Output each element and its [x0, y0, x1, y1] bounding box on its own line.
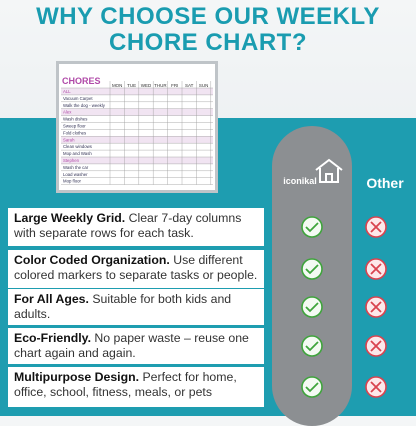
title-line: WHY CHOOSE OUR WEEKLY	[36, 3, 380, 30]
chore-label: Wash dishes	[63, 117, 87, 122]
day-label: SUN	[199, 83, 209, 88]
feature-lead: Multipurpose Design.	[14, 370, 140, 384]
chore-label: Mop and Wash	[63, 151, 92, 156]
check-icon	[301, 335, 323, 357]
feature-lead: Eco-Friendly.	[14, 331, 91, 345]
cross-mark	[370, 263, 382, 275]
board	[59, 64, 215, 190]
day-label: MON	[112, 83, 123, 88]
day-label: WED	[141, 83, 152, 88]
check-icon	[301, 258, 323, 280]
chore-label: Load washer	[63, 172, 88, 177]
check-icon	[301, 376, 323, 398]
check-mark	[305, 382, 319, 393]
brand-name: iconikal	[283, 176, 317, 186]
chore-label: Vacuum Carpet	[63, 96, 93, 101]
title: WHY CHOOSE OUR WEEKLY CHORE CHART?	[0, 4, 416, 56]
house-logo	[315, 158, 343, 183]
chore-label: Fold clothes	[63, 130, 86, 135]
feature-lead: Color Coded Organization.	[14, 253, 170, 267]
check-mark	[305, 264, 319, 275]
feature: Eco-Friendly. No paper waste – reuse one…	[8, 328, 264, 364]
title-line: CHORE CHART?	[109, 29, 307, 56]
chore-label: Wash the car	[63, 165, 89, 170]
chore-label: Sweep floor	[63, 124, 86, 129]
day-label: TUE	[127, 83, 136, 88]
feature-text: Suitable for both kids and adults.	[14, 292, 232, 321]
feature-lead: For All Ages.	[14, 292, 89, 306]
section-bar	[61, 157, 213, 164]
feature-text: Clear 7-day columns with separate rows f…	[14, 211, 242, 240]
feature: Multipurpose Design. Perfect for home, o…	[8, 367, 264, 407]
check-icon	[301, 216, 323, 238]
check-mark	[305, 302, 319, 313]
feature-text: Perfect for home, office, school, fitnes…	[14, 370, 237, 399]
cross-mark	[370, 301, 382, 313]
feature: Large Weekly Grid. Clear 7-day columns w…	[8, 208, 264, 246]
section-bar	[61, 136, 213, 144]
chore-label: Mop floor	[63, 179, 81, 184]
other-label: Other	[366, 175, 404, 191]
feature: Color Coded Organization. Use different …	[8, 250, 264, 288]
cross-mark	[370, 381, 382, 393]
chore-label: Sarah	[63, 137, 75, 142]
day-label: SAT	[185, 83, 194, 88]
chore-label: Stephen	[63, 158, 80, 163]
chore-label: ALL	[63, 89, 71, 94]
feature-lead: Large Weekly Grid.	[14, 211, 126, 225]
check-icon	[301, 296, 323, 318]
chore-label: Clean windows	[63, 144, 92, 149]
section-bar	[61, 108, 213, 116]
check-mark	[305, 341, 319, 352]
day-label: THUR	[154, 83, 167, 88]
chart-title: CHORES	[62, 76, 101, 86]
graphics: CHORES iconikal Other MON TUE WED THUR FRI SA…	[56, 61, 404, 398]
chore-label: Walk the dog - weekly	[63, 103, 106, 108]
feature-text: Use different colored markers to separat…	[14, 253, 258, 282]
chore-label: Alex	[63, 110, 72, 115]
feature: For All Ages. Suitable for both kids and…	[8, 289, 264, 325]
check-mark	[305, 222, 319, 233]
feature-text: No paper waste – reuse one chart again a…	[14, 331, 249, 360]
day-label: FRI	[171, 83, 178, 88]
section-bar	[61, 88, 213, 95]
cross-mark	[370, 221, 382, 233]
cross-mark	[370, 340, 382, 352]
